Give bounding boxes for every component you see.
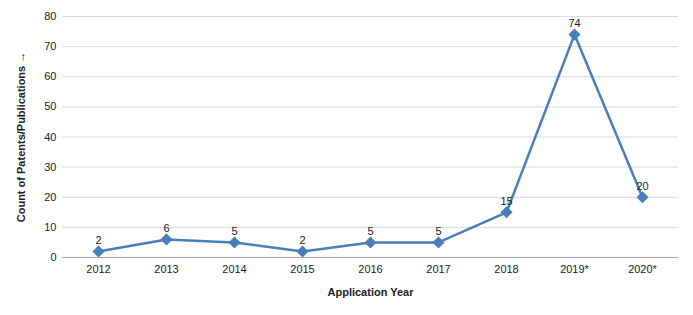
svg-text:2014: 2014 [222,263,246,275]
svg-text:74: 74 [568,17,580,29]
svg-text:10: 10 [44,221,56,233]
svg-text:5: 5 [435,225,441,237]
svg-text:80: 80 [44,10,56,22]
svg-text:5: 5 [367,225,373,237]
svg-text:6: 6 [163,222,169,234]
svg-text:2018: 2018 [494,263,518,275]
svg-text:2020*: 2020* [628,263,657,275]
svg-text:20: 20 [636,180,648,192]
svg-text:70: 70 [44,40,56,52]
svg-text:2017: 2017 [426,263,450,275]
svg-text:40: 40 [44,131,56,143]
svg-text:30: 30 [44,161,56,173]
svg-text:2012: 2012 [86,263,110,275]
svg-text:15: 15 [500,195,512,207]
svg-text:2: 2 [299,234,305,246]
svg-text:2015: 2015 [290,263,314,275]
svg-text:5: 5 [231,225,237,237]
svg-text:2013: 2013 [154,263,178,275]
svg-text:2019*: 2019* [560,263,589,275]
svg-text:2: 2 [95,234,101,246]
svg-text:20: 20 [44,191,56,203]
svg-text:50: 50 [44,100,56,112]
svg-text:60: 60 [44,70,56,82]
svg-text:0: 0 [50,251,56,263]
svg-text:Application Year: Application Year [328,286,415,298]
svg-text:Count of Patents/Publications: Count of Patents/Publications → [15,52,27,223]
svg-text:2016: 2016 [358,263,382,275]
